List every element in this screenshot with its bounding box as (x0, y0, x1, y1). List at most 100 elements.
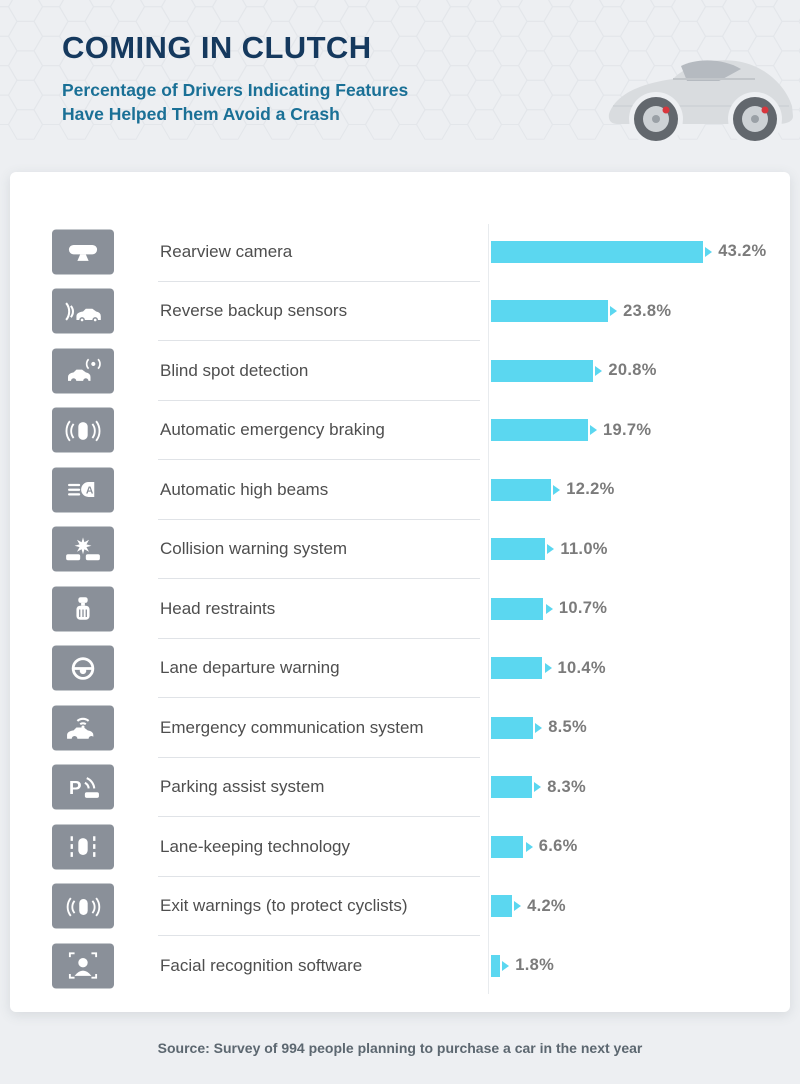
feature-label: Facial recognition software (160, 955, 363, 975)
feature-label: Head restraints (160, 598, 276, 618)
bar-arrow-tip (553, 484, 561, 495)
value-label: 6.6% (538, 837, 578, 856)
bar-group: 4.2% (491, 895, 566, 918)
feature-row: P Parking assist system 8.3% (10, 758, 790, 818)
bar-group: 6.6% (491, 835, 578, 858)
bar-group: 43.2% (491, 240, 767, 263)
bar (491, 419, 588, 442)
feature-row: Facial recognition software 1.8% (10, 936, 790, 996)
feature-row: Lane departure warning 10.4% (10, 639, 790, 699)
feature-row: Lane-keeping technology 6.6% (10, 817, 790, 877)
value-label: 12.2% (566, 480, 615, 499)
lane-keeping-icon (52, 824, 114, 870)
collision-warning-icon (52, 526, 114, 572)
value-label: 23.8% (623, 301, 672, 320)
bar-arrow-tip (535, 722, 543, 733)
bar-group: 20.8% (491, 359, 657, 382)
facial-recognition-icon (52, 943, 114, 989)
bar (491, 954, 500, 977)
bar (491, 895, 512, 918)
value-label: 19.7% (603, 420, 652, 439)
subtitle-line-1: Percentage of Drivers Indicating Feature… (62, 80, 409, 100)
parking-assist-icon: P (52, 764, 114, 810)
page-subtitle: Percentage of Drivers Indicating Feature… (62, 79, 408, 126)
bar-arrow-tip (545, 603, 553, 614)
feature-label: Lane-keeping technology (160, 836, 350, 856)
feature-bar-chart: Rearview camera 43.2% Reverse backup senso… (10, 222, 790, 996)
bar (491, 776, 532, 799)
bar-arrow-tip (547, 544, 555, 555)
bar (491, 240, 703, 263)
feature-label: Automatic emergency braking (160, 420, 385, 440)
automatic-high-beams-icon: A (52, 467, 114, 513)
bar (491, 597, 544, 620)
feature-label: Emergency communication system (160, 717, 424, 737)
rearview-camera-icon (52, 229, 114, 275)
bar-group: 10.7% (491, 597, 608, 620)
brake-caliper-dot (662, 106, 670, 114)
bar-arrow-tip (705, 246, 713, 257)
bar-arrow-tip (534, 782, 542, 793)
bar-arrow-tip (514, 901, 522, 912)
bar-group: 8.3% (491, 776, 586, 799)
value-label: 1.8% (515, 956, 555, 975)
value-label: 10.4% (557, 658, 606, 677)
bar (491, 835, 524, 858)
value-label: 10.7% (558, 599, 608, 618)
value-label: 8.5% (548, 718, 587, 737)
bar-group: 8.5% (491, 716, 587, 739)
feature-label: Rearview camera (160, 241, 293, 261)
feature-label: Blind spot detection (160, 360, 309, 380)
feature-label: Reverse backup sensors (160, 301, 348, 321)
exit-warning-icon (52, 883, 114, 929)
reverse-backup-sensors-icon (52, 288, 114, 334)
feature-label: Automatic high beams (160, 479, 329, 499)
bar (491, 538, 545, 561)
feature-row: Collision warning system 11.0% (10, 520, 790, 580)
source-note: Source: Survey of 994 people planning to… (157, 1040, 643, 1056)
bar-group: 10.4% (491, 657, 606, 680)
brake-caliper-dot (761, 106, 769, 114)
value-label: 4.2% (527, 896, 566, 915)
header: COMING IN CLUTCH Percentage of Drivers I… (62, 30, 408, 126)
feature-label: Lane departure warning (160, 658, 340, 678)
bar-group: 23.8% (491, 300, 672, 323)
car-illustration (608, 60, 793, 146)
bar-arrow-tip (544, 663, 552, 674)
bar-arrow-tip (595, 365, 603, 376)
lane-departure-warning-icon (52, 645, 114, 691)
feature-label: Parking assist system (160, 777, 325, 797)
bar (491, 300, 608, 323)
feature-row: Blind spot detection 20.8% (10, 341, 790, 401)
value-label: 43.2% (718, 242, 767, 261)
bar (491, 716, 533, 739)
bar-group: 1.8% (491, 954, 555, 977)
emergency-communication-icon (52, 705, 114, 751)
value-label: 11.0% (560, 539, 608, 558)
svg-text:P: P (69, 777, 82, 798)
feature-row: Emergency communication system 8.5% (10, 698, 790, 758)
feature-row: Exit warnings (to protect cyclists) 4.2% (10, 877, 790, 937)
automatic-emergency-braking-icon (52, 407, 114, 453)
bar-arrow-tip (525, 841, 533, 852)
bar-arrow-tip (610, 306, 618, 317)
bar (491, 478, 551, 501)
subtitle-line-2: Have Helped Them Avoid a Crash (62, 103, 340, 124)
svg-text:A: A (86, 486, 94, 497)
value-label: 20.8% (608, 361, 657, 380)
feature-label: Exit warnings (to protect cyclists) (160, 896, 408, 916)
feature-row: Automatic emergency braking 19.7% (10, 401, 790, 461)
bar (491, 657, 542, 680)
bar-arrow-tip (590, 425, 597, 436)
blind-spot-detection-icon (52, 348, 114, 394)
value-label: 8.3% (547, 777, 586, 796)
feature-row: A Automatic high beams 12.2% (10, 460, 790, 520)
page-title: COMING IN CLUTCH (62, 30, 372, 65)
bar-arrow-tip (502, 960, 510, 971)
feature-row: Head restraints 10.7% (10, 579, 790, 639)
bar-group: 12.2% (491, 478, 615, 501)
head-restraints-icon (52, 586, 114, 632)
bar-group: 19.7% (491, 419, 652, 442)
bar (491, 359, 593, 382)
feature-row: Reverse backup sensors 23.8% (10, 282, 790, 342)
